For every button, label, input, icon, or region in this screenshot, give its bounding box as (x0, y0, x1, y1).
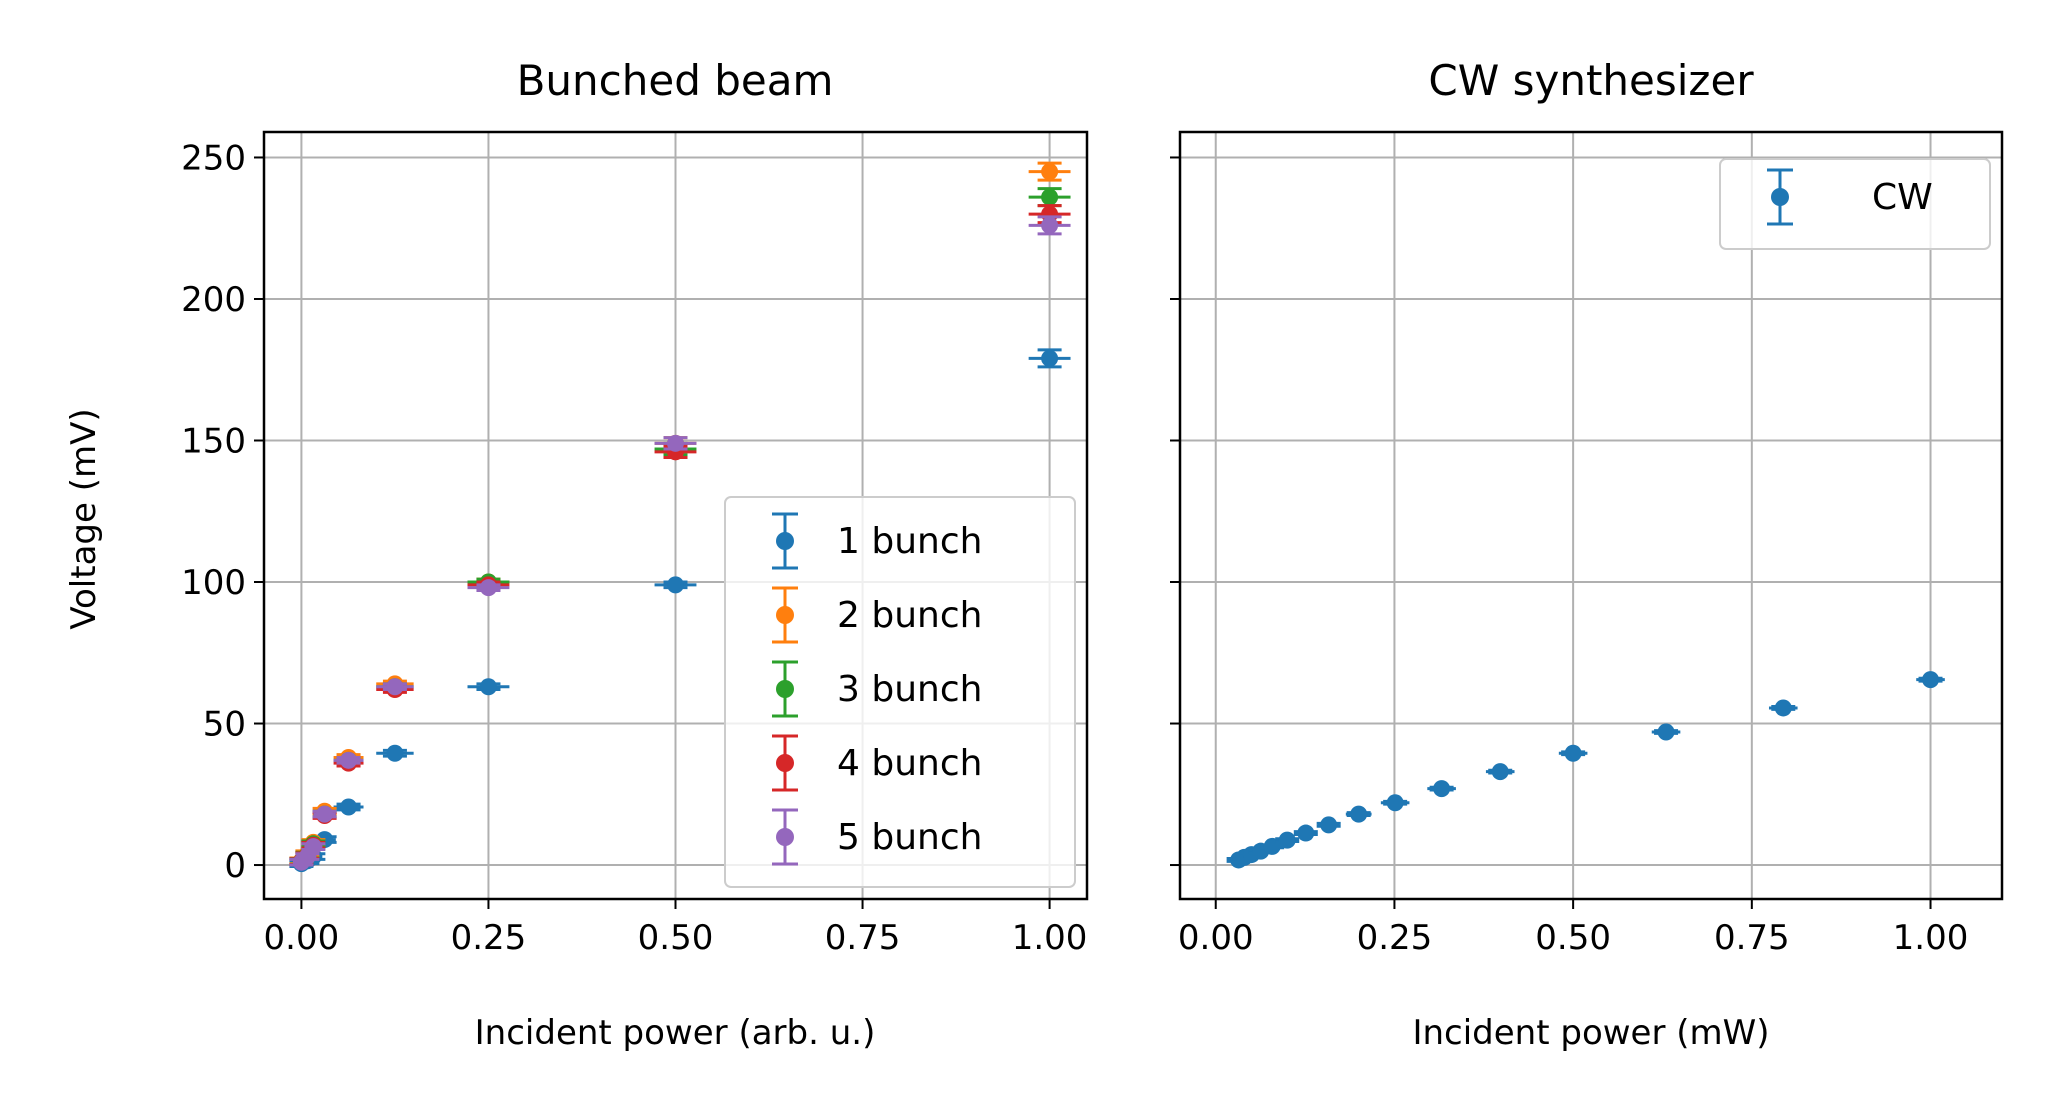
data-point (479, 678, 497, 696)
legend-label: 4 bunch (837, 743, 982, 784)
data-point (479, 579, 497, 597)
axis-ticks: 0.00 0.25 0.50 0.75 1.00 0 50 100 150 200 250 (181, 138, 1087, 958)
data-point (1774, 699, 1792, 717)
data-point (1041, 349, 1059, 367)
legend-marker (776, 532, 794, 550)
data-point (340, 751, 358, 769)
panel-title: Bunched beam (517, 56, 834, 105)
data-point (1386, 794, 1404, 812)
data-point (667, 434, 684, 452)
data-point (1564, 744, 1582, 762)
series-cw (1226, 671, 1945, 869)
panel-bunched-beam: Bunched beam Incident power (arb. u.) Vo… (64, 56, 1089, 1053)
data-point (1278, 831, 1296, 849)
legend-label: 1 bunch (837, 521, 982, 562)
data-point (1041, 188, 1059, 206)
data-point (1657, 723, 1675, 741)
data-point (1297, 824, 1315, 842)
grid (1180, 132, 2002, 899)
axes-frame (262, 130, 1089, 901)
legend-marker (776, 754, 794, 772)
data-point (316, 805, 334, 823)
legend-marker (776, 606, 794, 624)
panel-title: CW synthesizer (1428, 56, 1754, 105)
data-point (1433, 780, 1451, 798)
x-tick-label: 0.25 (451, 918, 527, 958)
y-tick-label: 100 (181, 563, 246, 603)
y-tick-label: 200 (181, 280, 246, 320)
y-tick-label: 250 (181, 138, 246, 178)
data-point (1491, 763, 1509, 781)
y-tick-label: 0 (224, 846, 246, 886)
x-axis-label: Incident power (arb. u.) (475, 1013, 876, 1053)
x-tick-label: 0.75 (825, 918, 901, 958)
data-point (340, 798, 358, 816)
series-5-bunch (289, 215, 1071, 871)
x-axis-label: Incident power (mW) (1412, 1013, 1769, 1053)
data-series (289, 161, 1071, 873)
data-series (1226, 671, 1945, 869)
y-tick-label: 150 (181, 421, 246, 461)
x-tick-label: 0.00 (1178, 918, 1254, 958)
data-point (304, 838, 322, 856)
axes-frame (1178, 130, 2004, 901)
legend-frame (1719, 158, 1991, 250)
legend-label: 3 bunch (837, 669, 982, 710)
legend-marker (1771, 188, 1789, 206)
x-tick-label: 1.00 (1012, 918, 1088, 958)
legend-marker (776, 680, 794, 698)
panel-cw-synthesizer: CW synthesizer Incident power (mW) 0.00 0… (1170, 56, 2004, 1053)
y-axis-label: Voltage (mV) (64, 408, 104, 629)
legend-label: 5 bunch (837, 817, 982, 858)
x-tick-label: 0.50 (638, 918, 714, 958)
data-point (386, 744, 404, 762)
data-point (667, 576, 684, 594)
data-point (1320, 816, 1338, 834)
data-point (1350, 805, 1368, 823)
x-tick-label: 0.50 (1535, 918, 1611, 958)
data-point (1922, 671, 1940, 689)
x-tick-label: 0.00 (264, 918, 340, 958)
legend: 1 bunch 2 bunch 3 bunch 4 bunch 5 bunch (724, 496, 1076, 888)
data-point (1041, 163, 1059, 181)
legend-marker (776, 828, 794, 846)
x-tick-label: 0.25 (1357, 918, 1433, 958)
legend-frame (724, 496, 1076, 888)
data-point (1041, 216, 1059, 234)
legend-label: CW (1872, 177, 1933, 218)
x-tick-label: 0.75 (1714, 918, 1790, 958)
x-tick-label: 1.00 (1893, 918, 1969, 958)
legend: CW (1719, 158, 1991, 250)
y-tick-label: 50 (203, 705, 246, 745)
legend-label: 2 bunch (837, 595, 982, 636)
data-point (386, 678, 404, 696)
axis-ticks: 0.00 0.25 0.50 0.75 1.00 (1170, 156, 1969, 958)
